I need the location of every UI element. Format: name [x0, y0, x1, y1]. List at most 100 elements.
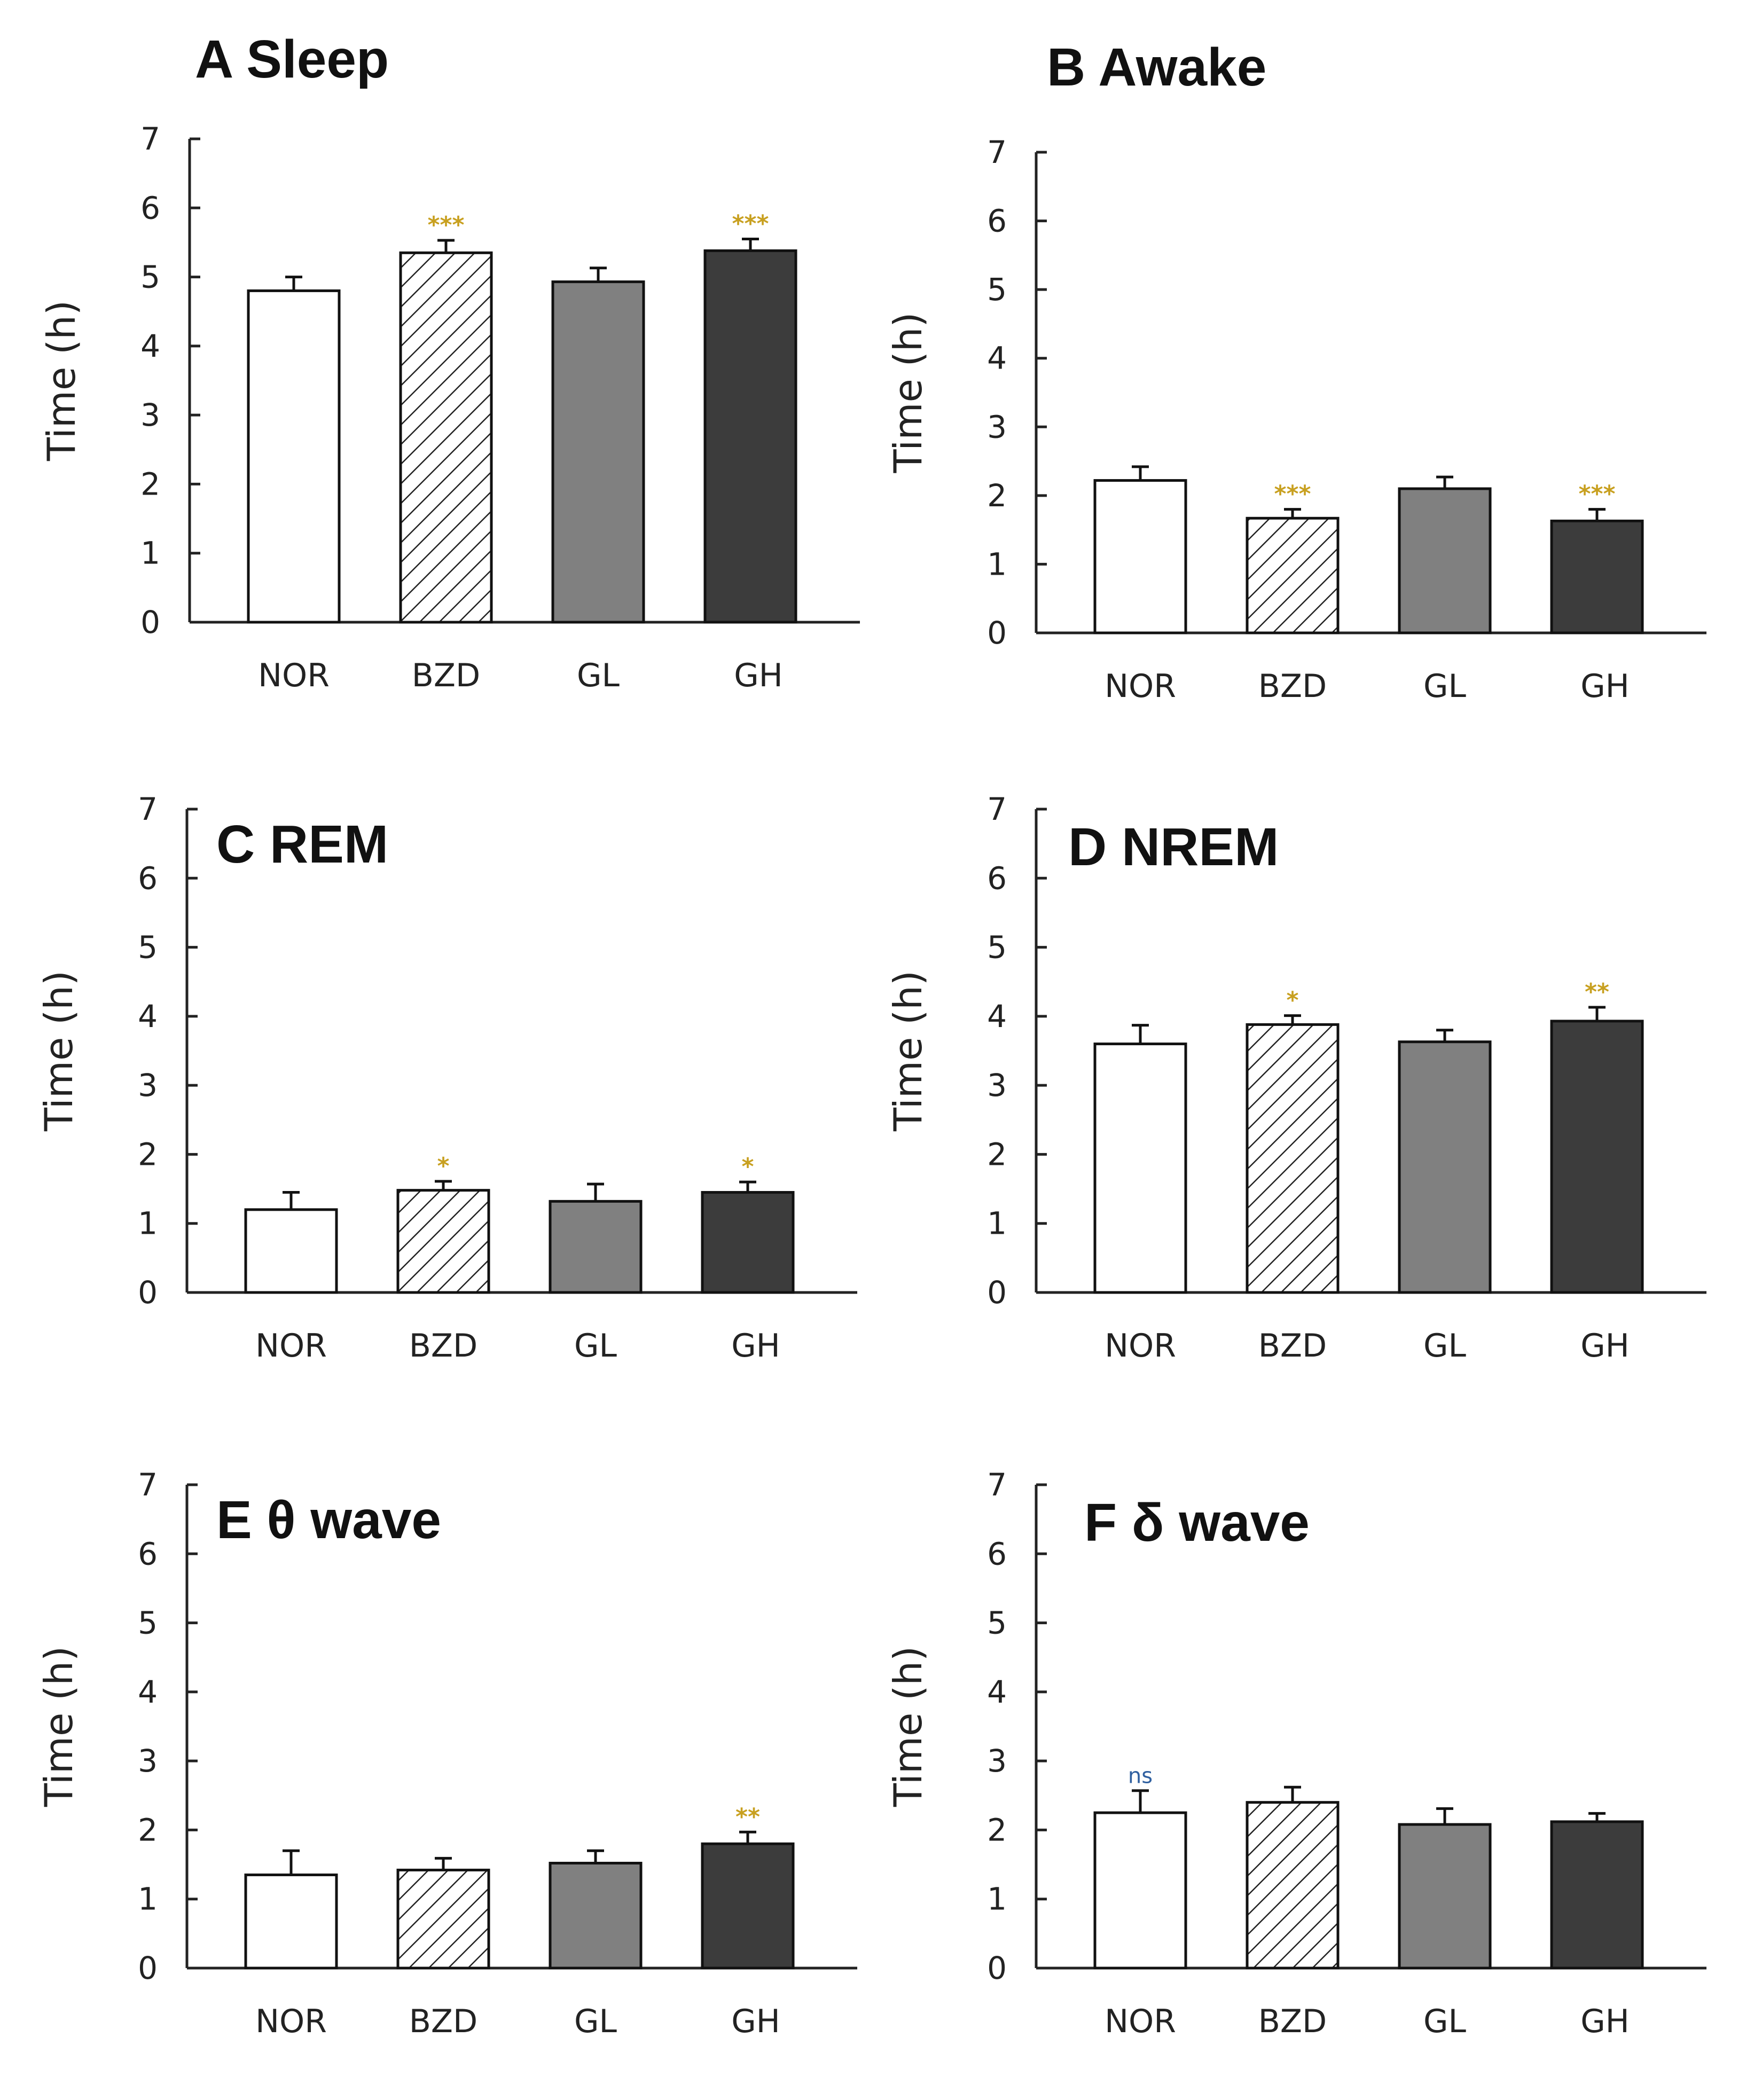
panel-f-bar-gh: [1550, 1820, 1644, 1970]
panel-b: B Awake 0 1 2 3 4 5 6 7 Time (h) NOR *** BZD GL *** GH: [886, 37, 1706, 705]
panel-b-bar-gl: [1398, 487, 1492, 634]
panel-c-y-tick-label: 1: [138, 1205, 158, 1242]
panel-e-bar-nor: [244, 1873, 338, 1970]
panel-f-bar-bzd: [1246, 1801, 1340, 1970]
panel-b-title: B Awake: [1047, 37, 1266, 97]
panel-a-bar-gh: [703, 249, 797, 624]
panel-e-y-tick-label: 3: [138, 1743, 158, 1779]
panel-e-bar-gl: [549, 1861, 643, 1970]
panel-a-y-tick-label: 4: [140, 328, 160, 364]
panel-f-y-tick-label: 2: [987, 1812, 1007, 1848]
panel-c-bar-bzd: [396, 1189, 490, 1294]
panel-d-bar-nor: [1093, 1043, 1187, 1294]
panel-a-y-tick-label: 6: [140, 190, 160, 226]
panel-f: F δ wave 0 1 2 3 4 5 6 7 Time (h) ns NOR BZD GL GH: [886, 1467, 1706, 2040]
panel-e-y-axis-title: Time (h): [36, 1646, 81, 1807]
panel-b-y-axis-title: Time (h): [886, 312, 930, 474]
panel-f-category-label-nor: NOR: [1105, 2003, 1176, 2040]
panel-b-category-label-gl: GL: [1423, 668, 1466, 705]
panel-f-y-tick-label: 4: [987, 1674, 1007, 1710]
panel-d-y-axis-title: Time (h): [886, 970, 930, 1132]
panel-d-y-tick-label: 7: [987, 791, 1007, 827]
panel-a-significance-gh: ***: [732, 210, 769, 237]
panel-e-y-tick-label: 6: [138, 1535, 158, 1572]
panel-d-category-label-gh: GH: [1580, 1327, 1630, 1365]
panel-b-significance-gh: ***: [1578, 481, 1615, 508]
panel-b-category-label-bzd: BZD: [1258, 668, 1327, 705]
panel-e-category-label-gl: GL: [574, 2003, 617, 2040]
panel-a-y-tick-label: 1: [140, 535, 160, 571]
panel-d-bar-gl: [1398, 1040, 1492, 1294]
panel-f-y-tick-label: 5: [987, 1605, 1007, 1641]
panel-d-y-tick-label: 2: [987, 1136, 1007, 1172]
panel-b-bar-nor: [1093, 479, 1187, 634]
panel-b-y-tick-label: 4: [987, 340, 1007, 377]
panel-b-y-tick-label: 0: [987, 615, 1007, 651]
panel-f-y-tick-label: 3: [987, 1743, 1007, 1779]
panel-d-y-tick-label: 1: [987, 1205, 1007, 1242]
panel-c-y-tick-label: 2: [138, 1136, 158, 1172]
panel-a-category-label-bzd: BZD: [412, 657, 480, 694]
panel-a-title: A Sleep: [195, 29, 389, 89]
panel-a-y-tick-label: 0: [140, 604, 160, 640]
panel-c-y-tick-label: 5: [138, 929, 158, 966]
panel-d-significance-gh: **: [1585, 978, 1609, 1006]
panel-c-category-label-gl: GL: [574, 1327, 617, 1365]
panel-a-category-label-gl: GL: [577, 657, 620, 694]
panel-c-y-tick-label: 4: [138, 998, 158, 1035]
panel-a-significance-bzd: ***: [427, 211, 464, 239]
panel-d-title: D NREM: [1068, 817, 1279, 877]
panel-a-category-label-gh: GH: [734, 657, 783, 694]
panel-a-y-axis-title: Time (h): [39, 300, 84, 461]
panel-b-y-tick-label: 2: [987, 477, 1007, 514]
panel-b-category-label-nor: NOR: [1105, 668, 1176, 705]
panel-c: C REM 0 1 2 3 4 5 6 7 Time (h) NOR * BZD GL * GH: [36, 791, 857, 1365]
panel-b-y-tick-label: 5: [987, 271, 1007, 308]
panel-a-y-tick-label: 7: [140, 121, 160, 157]
panel-f-y-tick-label: 1: [987, 1881, 1007, 1917]
panel-f-title: F δ wave: [1084, 1493, 1310, 1553]
panel-f-y-axis-title: Time (h): [886, 1646, 930, 1807]
panel-e: E θ wave 0 1 2 3 4 5 6 7 Time (h) NOR BZD GL ** GH: [36, 1467, 857, 2040]
panel-b-y-tick-label: 3: [987, 409, 1007, 445]
panel-c-category-label-bzd: BZD: [409, 1327, 477, 1365]
panel-c-category-label-nor: NOR: [255, 1327, 327, 1365]
panel-a-bar-bzd: [399, 251, 493, 624]
panel-d-y-tick-label: 3: [987, 1067, 1007, 1103]
panel-f-y-tick-label: 6: [987, 1535, 1007, 1572]
panel-c-category-label-gh: GH: [731, 1327, 780, 1365]
panel-e-y-tick-label: 5: [138, 1605, 158, 1641]
panel-f-bar-gl: [1398, 1823, 1492, 1970]
panel-d-y-tick-label: 4: [987, 998, 1007, 1035]
panel-c-bar-nor: [244, 1208, 338, 1294]
panel-c-y-tick-label: 6: [138, 860, 158, 896]
panel-e-y-tick-label: 1: [138, 1881, 158, 1917]
panel-c-significance-gh: *: [741, 1153, 754, 1180]
panel-a-category-label-nor: NOR: [258, 657, 330, 694]
panel-f-category-label-gl: GL: [1423, 2003, 1466, 2040]
panel-c-y-axis-title: Time (h): [36, 970, 81, 1132]
panel-a-y-tick-label: 2: [140, 466, 160, 502]
panel-e-y-tick-label: 4: [138, 1674, 158, 1710]
panel-d-y-tick-label: 0: [987, 1274, 1007, 1311]
panel-c-y-tick-label: 7: [138, 791, 158, 827]
panel-f-y-tick-label: 7: [987, 1467, 1007, 1503]
panel-c-y-tick-label: 0: [138, 1274, 158, 1311]
panel-f-significance-nor: ns: [1128, 1764, 1153, 1789]
panel-b-bar-bzd: [1246, 516, 1340, 634]
panel-d-category-label-nor: NOR: [1105, 1327, 1176, 1365]
panel-a-y-tick-label: 5: [140, 259, 160, 295]
panel-a-bar-nor: [247, 289, 341, 624]
panel-f-category-label-gh: GH: [1580, 2003, 1630, 2040]
panel-b-y-tick-label: 6: [987, 203, 1007, 239]
panel-e-bar-bzd: [396, 1868, 490, 1970]
panel-d-category-label-bzd: BZD: [1258, 1327, 1327, 1365]
panel-a-bar-gl: [551, 280, 645, 624]
panel-d: D NREM 0 1 2 3 4 5 6 7 Time (h) NOR * BZD GL ** GH: [886, 791, 1706, 1365]
panel-d-y-tick-label: 6: [987, 860, 1007, 896]
panel-e-significance-gh: **: [735, 1803, 760, 1830]
panel-e-category-label-bzd: BZD: [409, 2003, 477, 2040]
panel-c-bar-gh: [701, 1191, 795, 1294]
panel-f-bar-nor: [1093, 1811, 1187, 1970]
